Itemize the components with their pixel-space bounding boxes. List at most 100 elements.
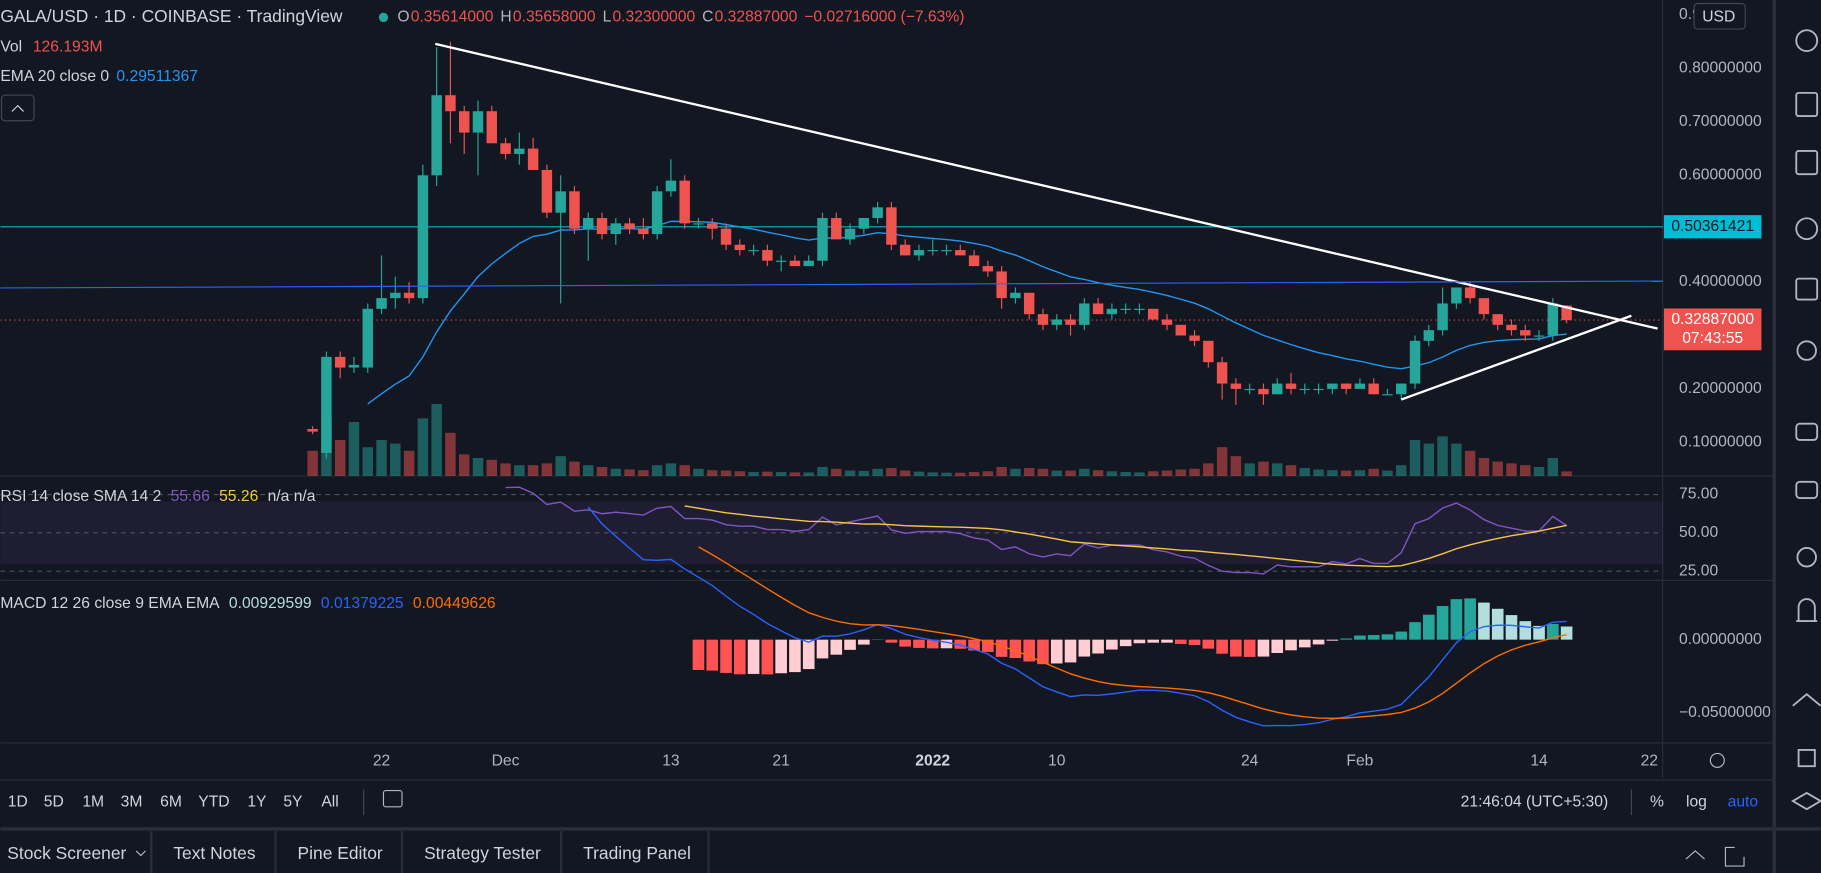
settings-icon[interactable]: [1709, 752, 1725, 768]
volume-bar: [1547, 457, 1559, 476]
macd-histogram: [1050, 639, 1063, 664]
panel-controls[interactable]: [1685, 846, 1745, 867]
icon[interactable]: [1795, 277, 1819, 301]
chevron[interactable]: [135, 850, 146, 857]
log-toggle[interactable]: log: [1686, 793, 1707, 810]
time-tick-label: 22: [1641, 753, 1658, 770]
change: −0.02716000 (−7.63%): [804, 9, 964, 26]
icon[interactable]: [1796, 340, 1817, 361]
icon[interactable]: [1795, 91, 1819, 118]
macd-histogram: [1023, 639, 1035, 662]
price-tick-label: 0.20000000: [1679, 380, 1762, 397]
range-button[interactable]: 5D: [44, 793, 64, 810]
volume-bar: [431, 403, 442, 476]
volume-bar: [555, 456, 566, 476]
volume-bar: [445, 432, 456, 476]
macd-histogram: [982, 639, 994, 652]
candle-body: [899, 244, 911, 256]
ohlc-key: L: [603, 9, 612, 26]
collapse-button[interactable]: [0, 94, 35, 122]
range-button[interactable]: 6M: [160, 793, 182, 810]
macd-histogram: [1243, 639, 1256, 657]
volume-bar: [1354, 470, 1366, 476]
icon[interactable]: [1795, 480, 1819, 499]
volume-bar: [913, 471, 925, 476]
macd-histogram: [1188, 639, 1201, 645]
price-tick-label: 0.60000000: [1679, 166, 1762, 183]
icon[interactable]: [1795, 422, 1819, 441]
range-button[interactable]: 1Y: [247, 793, 267, 810]
volume-bar: [1423, 443, 1435, 476]
macd-histogram: [1395, 631, 1408, 640]
bottom-tab[interactable]: Trading Panel: [583, 843, 691, 863]
volume-bar: [1492, 461, 1503, 476]
range-button[interactable]: 3M: [121, 793, 143, 810]
range-button[interactable]: 5Y: [283, 793, 303, 810]
rsi-sma-line: [684, 505, 1567, 568]
auto-toggle[interactable]: auto: [1728, 793, 1759, 810]
macd-histogram: [692, 639, 705, 670]
candle-body: [417, 175, 429, 299]
volume-bar: [1079, 468, 1090, 476]
icon[interactable]: [1796, 598, 1818, 623]
candle-body: [1368, 383, 1379, 395]
range-button[interactable]: 1M: [82, 793, 104, 810]
bottom-tab[interactable]: Pine Editor: [298, 843, 383, 863]
volume-bar: [1506, 463, 1517, 476]
candle-body: [431, 95, 442, 176]
candle-body: [1354, 383, 1366, 389]
status-dot: [378, 12, 389, 23]
bottom-tab[interactable]: Strategy Tester: [424, 843, 541, 863]
range-button[interactable]: All: [321, 793, 338, 810]
macd-histogram: [926, 639, 939, 649]
range-button[interactable]: 1D: [8, 793, 28, 810]
icon[interactable]: [1795, 217, 1819, 241]
candle-body: [1147, 308, 1159, 320]
candle-body: [1547, 303, 1559, 336]
time-tick-label: 13: [662, 753, 680, 770]
candle-body: [1092, 303, 1104, 315]
bottom-tab[interactable]: Stock Screener: [7, 843, 126, 863]
date-range-icon[interactable]: [382, 789, 403, 808]
icon[interactable]: [1796, 547, 1817, 568]
candle-body: [1520, 330, 1531, 336]
candle-body: [955, 250, 966, 256]
candle-body: [514, 148, 525, 154]
range-button[interactable]: YTD: [198, 793, 229, 810]
icon[interactable]: [1792, 693, 1821, 707]
volume-bar: [858, 470, 870, 476]
percent-toggle[interactable]: %: [1650, 793, 1664, 810]
candle-body: [1423, 330, 1435, 341]
bottom-tab[interactable]: Text Notes: [173, 843, 256, 863]
volume-bar: [1299, 468, 1311, 476]
volume-bar: [1010, 468, 1021, 476]
current-price-tag: [1663, 308, 1762, 351]
macd-histogram: [1326, 639, 1339, 641]
volume-bar: [817, 466, 828, 476]
macd-histogram: [734, 639, 746, 675]
ohlc-value: 0.35658000: [513, 9, 596, 26]
candle-body: [996, 271, 1007, 299]
signal-line: [698, 546, 1567, 719]
volume-bar: [968, 472, 980, 476]
currency-label[interactable]: USD: [1702, 9, 1735, 26]
icon[interactable]: [1797, 749, 1816, 768]
icon[interactable]: [1795, 149, 1819, 176]
currency-button[interactable]: [1693, 2, 1746, 30]
time-tick-label: 22: [373, 753, 390, 770]
candle-body: [748, 250, 759, 252]
volume-bar: [1092, 470, 1104, 476]
icon[interactable]: [1795, 29, 1819, 53]
ohlc-key: C: [702, 9, 713, 26]
candle-body: [541, 169, 553, 213]
price-tick-label: 0.80000000: [1679, 60, 1762, 77]
macd-histogram: [1216, 639, 1228, 654]
macd-histogram: [1312, 639, 1325, 645]
rsi-tick-label: 75.00: [1679, 486, 1718, 503]
candle-body: [1175, 324, 1186, 336]
candle-body: [1079, 303, 1090, 325]
countdown: 07:43:55: [1682, 330, 1743, 347]
volume-bar: [1106, 471, 1118, 476]
